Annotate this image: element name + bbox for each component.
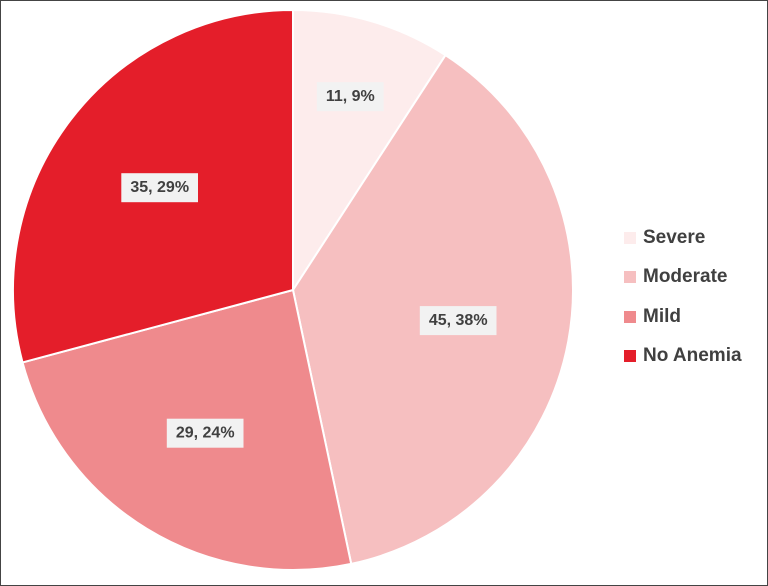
data-label-box-severe (316, 82, 384, 112)
data-label-text-mild: 29, 24% (176, 425, 235, 442)
legend-label-no-anemia: No Anemia (643, 345, 742, 367)
legend-swatch-mild (624, 310, 636, 323)
data-label-moderate: 45, 38% (419, 306, 497, 336)
data-label-severe: 11, 9% (316, 82, 384, 112)
legend-item-mild: Mild (624, 297, 742, 337)
legend-label-severe: Severe (643, 226, 706, 248)
legend-item-moderate: Moderate (624, 258, 742, 298)
pie-slices (12, 9, 574, 571)
legend-swatch-moderate (624, 271, 636, 284)
legend: Severe Moderate Mild No Anemia (624, 218, 742, 376)
data-label-text-moderate: 45, 38% (429, 312, 488, 329)
data-label-box-moderate (419, 306, 497, 336)
legend-label-moderate: Moderate (643, 266, 728, 288)
legend-swatch-severe (624, 231, 636, 244)
data-label-no-anemia: 35, 29% (121, 173, 198, 203)
legend-label-mild: Mild (643, 305, 681, 327)
data-label-text-severe: 11, 9% (326, 88, 375, 105)
legend-item-severe: Severe (624, 218, 742, 258)
data-label-text-no-anemia: 35, 29% (130, 179, 189, 196)
data-label-box-no-anemia (121, 173, 198, 203)
data-label-mild: 29, 24% (166, 418, 244, 448)
pie-slice-severe (292, 9, 447, 291)
legend-swatch-no-anemia (624, 350, 636, 363)
legend-item-no-anemia: No Anemia (624, 337, 742, 377)
data-labels: 11, 9% 45, 38% 29, 24% 35, 29% (121, 82, 497, 448)
data-label-box-mild (166, 418, 244, 448)
